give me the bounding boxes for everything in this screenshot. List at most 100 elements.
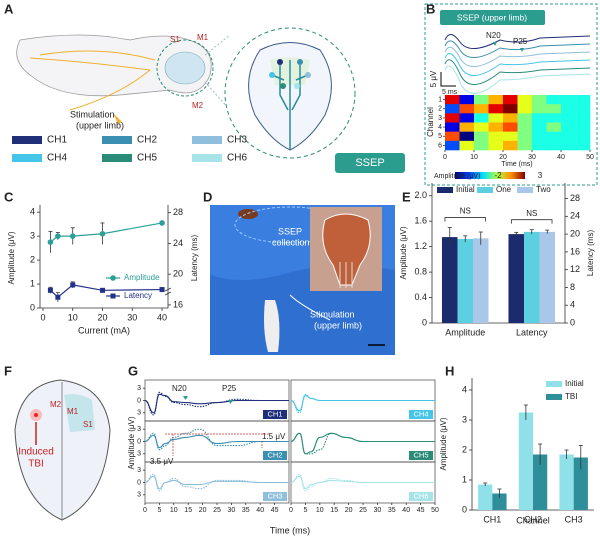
bar xyxy=(473,238,489,323)
label: CH1 xyxy=(47,135,67,146)
label: 45 xyxy=(271,507,279,514)
heat-cell xyxy=(546,122,562,132)
heat-cell xyxy=(546,104,562,114)
label: Amplitude (μV) xyxy=(439,417,448,470)
trace xyxy=(144,434,289,449)
panel-label: F xyxy=(4,363,12,378)
heat-cell xyxy=(488,113,504,123)
legend-swatch xyxy=(192,136,222,144)
label: SSEP (upper limb) xyxy=(457,12,527,22)
label: 3 xyxy=(137,426,141,433)
channel-tag xyxy=(409,451,433,460)
channel-tag xyxy=(409,492,433,501)
mouse-illustration xyxy=(16,27,405,173)
heat-cell xyxy=(532,131,547,142)
label: 4 xyxy=(570,300,575,310)
label: CH2 xyxy=(267,450,282,459)
heat-cell xyxy=(517,104,533,114)
panel-frame xyxy=(424,3,598,186)
label: Amplitude xyxy=(445,327,485,337)
heat-cell xyxy=(546,113,562,123)
heat-cell xyxy=(546,140,562,151)
label: Channel xyxy=(426,107,435,137)
bar xyxy=(441,237,458,323)
stim-label: Stimulation xyxy=(70,109,115,119)
label: 0 xyxy=(289,507,293,514)
label: 20 xyxy=(98,312,108,322)
label: 15 xyxy=(184,507,192,514)
heat-cell xyxy=(532,104,547,114)
heat-cell xyxy=(575,122,591,132)
heat-cell xyxy=(532,95,547,105)
label: CH3 xyxy=(227,135,247,146)
heat-cell xyxy=(459,131,475,142)
legend-marker xyxy=(110,275,116,281)
legend-swatch xyxy=(477,187,493,193)
legend-marker xyxy=(110,293,116,299)
legend-swatch xyxy=(192,154,222,162)
label: 1.6 xyxy=(414,216,427,226)
heat-cell xyxy=(459,122,475,132)
heat-cell xyxy=(445,95,460,105)
bar xyxy=(508,234,524,323)
heat-cell xyxy=(488,131,504,142)
trace xyxy=(144,393,289,414)
heat-cell xyxy=(517,95,533,105)
bar xyxy=(518,412,533,510)
label: 2.0 xyxy=(414,190,427,200)
heat-cell xyxy=(488,104,504,114)
label: P25 xyxy=(513,37,528,46)
label: 3 xyxy=(137,410,141,417)
label: Amplitude (μV) xyxy=(7,231,16,284)
label: Initial xyxy=(565,379,584,388)
label: CH1 xyxy=(483,514,501,524)
channel-tag xyxy=(263,451,287,460)
label: 25 xyxy=(359,507,367,514)
photo-label: SSEP xyxy=(278,226,302,236)
heat-cell xyxy=(445,140,460,151)
label: 0 xyxy=(137,438,141,445)
panel-label: H xyxy=(445,363,454,378)
label: 30 xyxy=(127,312,137,322)
amp-arrows xyxy=(165,433,270,456)
label: 3 xyxy=(462,414,467,424)
label: CH6 xyxy=(413,491,428,500)
label: NS xyxy=(526,209,537,218)
heat-cell xyxy=(503,131,518,142)
marker xyxy=(55,233,61,239)
label: CH5 xyxy=(137,153,157,164)
heat-cell xyxy=(532,122,547,132)
label: 3 xyxy=(137,385,141,392)
label: 5 xyxy=(303,507,307,514)
label: 40 xyxy=(256,507,264,514)
legend-swatch xyxy=(437,187,453,193)
panel-label: D xyxy=(203,189,212,204)
title-badge xyxy=(440,10,545,25)
heat-cell xyxy=(575,104,591,114)
label: 10 xyxy=(316,507,324,514)
series-line xyxy=(50,222,163,243)
panel-label: C xyxy=(4,189,14,204)
label: 35 xyxy=(388,507,396,514)
label: 3 xyxy=(538,171,543,180)
bar xyxy=(492,493,507,510)
label: 0 xyxy=(570,317,575,327)
channel-tag xyxy=(409,410,433,419)
label: CH1 xyxy=(267,409,282,418)
label: 28 xyxy=(570,193,580,203)
heat-cell xyxy=(517,131,533,142)
marker xyxy=(70,282,76,288)
label: 0 xyxy=(443,154,447,161)
label: 10 xyxy=(68,312,78,322)
photo xyxy=(210,205,395,355)
legend-swatch xyxy=(102,136,132,144)
label: Two xyxy=(536,185,551,194)
label: TBI xyxy=(565,392,577,401)
heat-cell xyxy=(561,95,576,105)
brain-illustration xyxy=(14,379,111,521)
label: 50 xyxy=(431,507,439,514)
heat-cell xyxy=(561,113,576,123)
label: 12 xyxy=(570,264,580,274)
marker xyxy=(69,233,76,239)
